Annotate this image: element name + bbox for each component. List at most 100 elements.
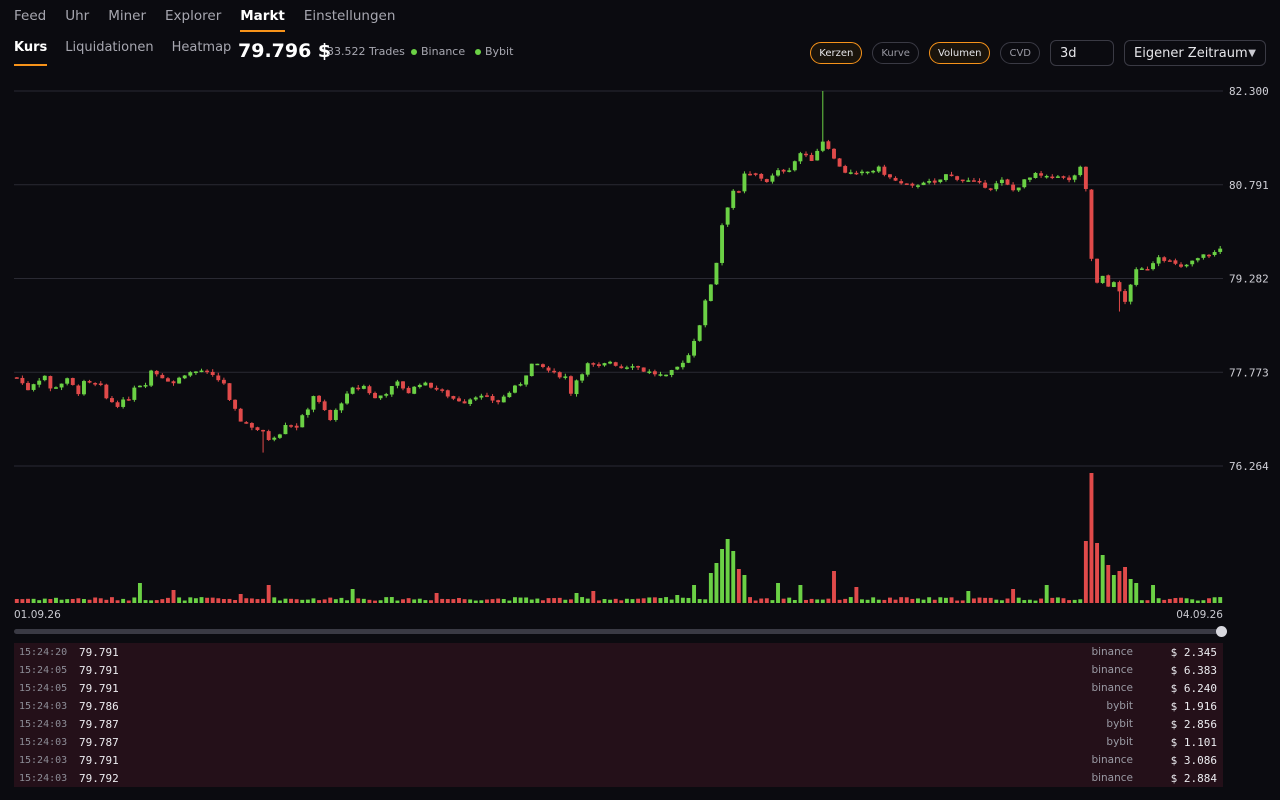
nav-tab-einstellungen[interactable]: Einstellungen xyxy=(303,8,396,24)
candle-body xyxy=(1162,257,1167,261)
candle-body xyxy=(1067,177,1072,181)
price-chart[interactable]: 82.300 80.791 79.282 77.773 76.264 xyxy=(0,80,1280,605)
volume-bar xyxy=(910,598,915,603)
volume-bar xyxy=(473,600,478,603)
volume-bar xyxy=(524,597,529,603)
volume-bar xyxy=(1184,598,1189,603)
trade-row: 15:24:03 79.787 bybit $ 2.856 xyxy=(14,715,1223,733)
candle-body xyxy=(860,171,864,174)
candle-body xyxy=(882,166,887,175)
x-axis-end-label: 04.09.26 xyxy=(1176,609,1223,621)
volume-bar xyxy=(764,598,769,603)
volume-bar xyxy=(457,597,461,603)
candle-body xyxy=(171,381,176,384)
volume-bar xyxy=(1039,598,1044,603)
candle-body xyxy=(1156,257,1161,264)
candle-body xyxy=(596,364,601,367)
period-select[interactable]: Eigener Zeitraum ▼ xyxy=(1124,40,1266,66)
candle-body xyxy=(988,188,993,190)
volume-bar xyxy=(1083,541,1088,603)
candle-body xyxy=(977,180,982,183)
subnav-tab-heatmap[interactable]: Heatmap xyxy=(171,40,232,55)
candle-body xyxy=(630,366,635,368)
candle-body xyxy=(356,387,361,390)
candle-body xyxy=(350,387,355,394)
candle-body xyxy=(1022,179,1027,188)
nav-tab-uhr[interactable]: Uhr xyxy=(65,8,90,24)
subnav-tab-liquidationen[interactable]: Liquidationen xyxy=(65,40,154,55)
candle-body xyxy=(479,395,484,398)
range-input[interactable]: 3d xyxy=(1050,40,1114,66)
volume-bar xyxy=(865,599,870,603)
candle-body xyxy=(333,409,338,420)
candle-body xyxy=(636,366,641,368)
volume-bar xyxy=(669,599,674,603)
nav-tab-explorer[interactable]: Explorer xyxy=(165,8,222,24)
trade-price: 79.786 xyxy=(79,699,119,713)
y-axis-tick-label: 77.773 xyxy=(1229,366,1269,379)
candle-body xyxy=(608,361,613,364)
candle-body xyxy=(440,389,445,391)
volume-bar xyxy=(736,569,741,603)
volume-bar xyxy=(70,598,75,603)
toggle-volume[interactable]: Volumen xyxy=(928,42,991,64)
candle-body xyxy=(1016,187,1021,191)
nav-tab-feed[interactable]: Feed xyxy=(14,8,47,24)
y-axis-tick-label: 76.264 xyxy=(1229,460,1269,473)
slider-handle[interactable] xyxy=(1216,626,1227,637)
volume-bar xyxy=(977,597,982,603)
volume-bar xyxy=(20,599,25,603)
current-price: 79.796 $ xyxy=(238,40,332,62)
trade-amount: $ 6.383 xyxy=(1170,663,1217,677)
volume-bar xyxy=(871,597,876,603)
candle-body xyxy=(48,376,53,389)
volume-bar xyxy=(82,599,86,603)
candle-body xyxy=(915,185,920,187)
candle-body xyxy=(445,390,450,397)
volume-bar xyxy=(401,599,405,603)
candle-body xyxy=(20,377,25,384)
volume-bar xyxy=(294,599,299,603)
volume-bar xyxy=(496,598,501,603)
candle-body xyxy=(820,141,825,151)
volume-bar xyxy=(227,598,232,603)
trade-row: 15:24:20 79.791 binance $ 2.345 xyxy=(14,643,1223,661)
volume-bar xyxy=(1050,597,1055,603)
volume-bar xyxy=(26,598,30,603)
volume-bar xyxy=(658,598,663,603)
candle-body xyxy=(999,179,1004,184)
volume-bar xyxy=(921,599,926,603)
candle-body xyxy=(272,437,277,440)
volume-bar xyxy=(76,598,81,603)
candle-body xyxy=(294,425,299,428)
volume-bar xyxy=(943,597,948,603)
subnav-tab-kurs[interactable]: Kurs xyxy=(14,40,48,66)
candle-body xyxy=(361,385,366,389)
toggle-candles[interactable]: Kerzen xyxy=(810,42,863,64)
candle-body xyxy=(1117,282,1122,292)
candle-body xyxy=(115,402,120,407)
volume-bar xyxy=(1134,583,1139,603)
candle-body xyxy=(966,180,971,182)
nav-tab-markt[interactable]: Markt xyxy=(240,8,285,32)
volume-bar xyxy=(1207,598,1211,603)
volume-bar xyxy=(697,599,702,603)
volume-bar xyxy=(804,599,808,603)
candle-body xyxy=(983,182,988,188)
candle-body xyxy=(14,377,19,379)
candle-body xyxy=(736,191,741,193)
candle-body xyxy=(496,400,501,403)
toggle-cvd[interactable]: CVD xyxy=(1000,42,1040,64)
candle-body xyxy=(37,380,42,385)
y-axis-tick-label: 80.791 xyxy=(1229,179,1269,192)
candle-body xyxy=(417,384,422,388)
volume-bar xyxy=(143,600,148,603)
trade-count: 33.522 Trades xyxy=(327,45,405,58)
time-range-slider[interactable] xyxy=(14,626,1227,637)
toggle-curve[interactable]: Kurve xyxy=(872,42,919,64)
candle-body xyxy=(378,395,383,399)
y-axis-tick-label: 82.300 xyxy=(1229,85,1269,98)
nav-tab-miner[interactable]: Miner xyxy=(108,8,147,24)
candle-body xyxy=(686,355,691,363)
candle-body xyxy=(843,166,848,173)
